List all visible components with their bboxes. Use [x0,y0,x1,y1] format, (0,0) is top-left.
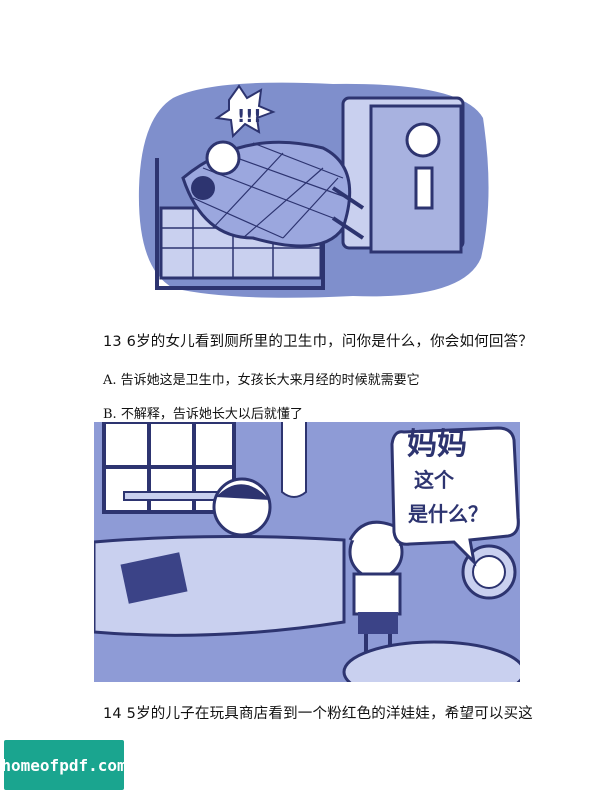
speech-bubble-line-2: 这个 [414,468,454,492]
question-14-title: 14 5岁的儿子在玩具商店看到一个粉红色的洋娃娃，希望可以买这 [103,706,533,722]
bathroom-illustration [94,422,520,682]
speech-bubble-line-3: 是什么？ [408,502,488,526]
bedroom-illustration: !!! [138,82,489,298]
watermark-logo: homeofpdf.com [1,740,127,790]
question-13-option-b: B. 不解释，告诉她长大以后就懂了 [103,407,303,422]
question-13-title: 13 6岁的女儿看到厕所里的卫生巾，问你是什么，你会如何回答？ [103,334,533,350]
question-13-option-a: A. 告诉她这是卫生巾，女孩长大来月经的时候就需要它 [103,373,420,388]
speech-bubble-line-1: 妈妈 [407,427,467,462]
svg-text:!!!: !!! [237,106,262,127]
